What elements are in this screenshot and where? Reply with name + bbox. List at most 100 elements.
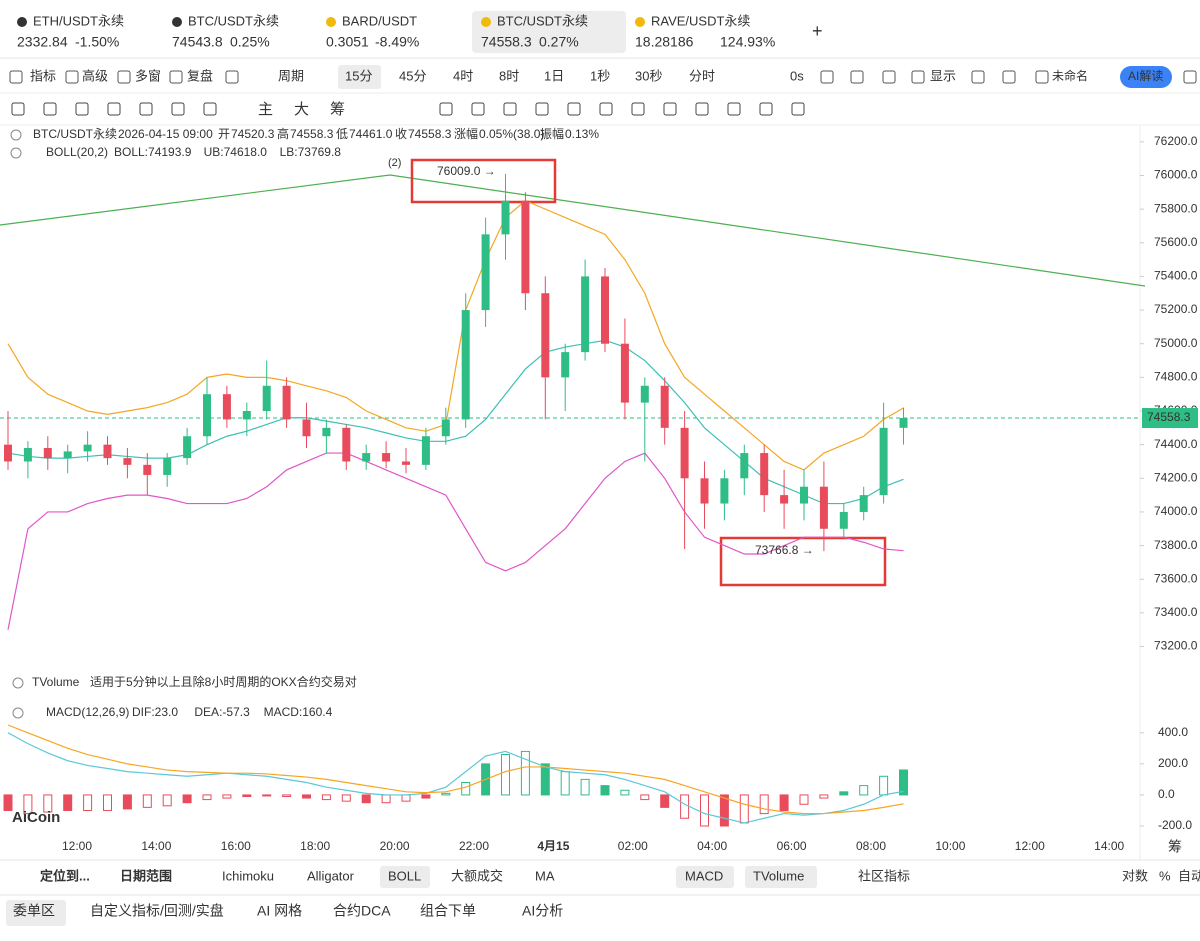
tab-name[interactable]: RAVE/USDT永续 bbox=[651, 13, 750, 28]
toolbar-item[interactable]: 复盘 bbox=[187, 68, 213, 83]
draw-tool[interactable] bbox=[727, 102, 741, 116]
toolbar-item[interactable]: 30秒 bbox=[635, 68, 662, 83]
indicator-item[interactable]: 社区指标 bbox=[858, 868, 910, 883]
draw-tool-text[interactable]: 主 bbox=[258, 101, 273, 118]
draw-tool[interactable] bbox=[11, 102, 25, 116]
info-toggle[interactable] bbox=[10, 129, 22, 141]
draw-tool[interactable] bbox=[439, 102, 453, 116]
info-toggle[interactable] bbox=[12, 707, 24, 719]
toolbar-item[interactable]: 未命名 bbox=[1052, 68, 1088, 83]
candle-body bbox=[740, 453, 749, 479]
info-label: 低 bbox=[336, 127, 348, 141]
draw-tool[interactable] bbox=[599, 102, 613, 116]
macd-bg bbox=[676, 866, 734, 888]
toolbar-item[interactable]: 分时 bbox=[689, 68, 715, 83]
draw-tool[interactable] bbox=[663, 102, 677, 116]
macd-bar bbox=[103, 794, 112, 811]
bottom-tab[interactable]: AI分析 bbox=[522, 903, 563, 919]
indicator-item[interactable]: TVolume bbox=[753, 868, 804, 883]
draw-tool[interactable] bbox=[535, 102, 549, 116]
draw-tool[interactable] bbox=[503, 102, 517, 116]
info-symbol: BTC/USDT永续 bbox=[33, 127, 117, 141]
macd-bar bbox=[501, 754, 510, 796]
draw-tool-text[interactable]: 大 bbox=[294, 101, 309, 118]
add-tab[interactable]: + bbox=[812, 21, 823, 41]
indicator-item[interactable]: MACD bbox=[685, 868, 723, 883]
draw-tool[interactable] bbox=[791, 102, 805, 116]
info-value: 74558.3 bbox=[408, 127, 452, 141]
macd-bar bbox=[560, 771, 570, 796]
toolbar-item[interactable]: AI解读 bbox=[1128, 69, 1163, 83]
tab-change: 0.27% bbox=[539, 34, 579, 50]
candle-body bbox=[800, 486, 808, 504]
macd-bar bbox=[242, 794, 252, 797]
toolbar-item[interactable]: 周期 bbox=[278, 68, 304, 83]
high-label: 76009.0 → bbox=[437, 164, 496, 178]
indicator-item[interactable]: 自动 bbox=[1178, 868, 1200, 883]
macd-bar bbox=[540, 763, 550, 796]
indicator-item[interactable]: Ichimoku bbox=[222, 868, 274, 883]
bottom-tab[interactable]: AI 网格 bbox=[257, 903, 302, 919]
draw-tool[interactable] bbox=[171, 102, 185, 116]
candle-body bbox=[43, 448, 52, 459]
ai-button-bg[interactable] bbox=[1120, 66, 1172, 88]
info-value: 74520.3 bbox=[231, 127, 275, 141]
indicator-item[interactable]: 定位到... bbox=[39, 868, 90, 883]
candle-body bbox=[342, 427, 351, 462]
info-toggle[interactable] bbox=[10, 147, 22, 159]
indicator-item[interactable]: 对数 bbox=[1122, 868, 1148, 883]
tab-name[interactable]: BTC/USDT永续 bbox=[188, 13, 279, 28]
toolbar-item[interactable]: 45分 bbox=[399, 68, 426, 83]
draw-tool[interactable] bbox=[139, 102, 153, 116]
toolbar-item[interactable]: 高级 bbox=[82, 68, 108, 83]
bottom-tab[interactable]: 组合下单 bbox=[420, 903, 476, 919]
draw-tool-text[interactable]: 筹 bbox=[330, 101, 345, 118]
bottom-tab[interactable]: 自定义指标/回测/实盘 bbox=[90, 903, 224, 919]
bottom-tab[interactable]: 委单区 bbox=[13, 903, 55, 919]
toolbar-item[interactable]: 8时 bbox=[499, 68, 519, 83]
tab-name[interactable]: BARD/USDT bbox=[342, 13, 417, 28]
draw-tool[interactable] bbox=[75, 102, 89, 116]
indicator-item[interactable]: MA bbox=[535, 868, 555, 883]
indicator-item[interactable]: BOLL bbox=[388, 868, 421, 883]
indicator-item[interactable]: 大额成交 bbox=[451, 868, 503, 883]
tab-name[interactable]: BTC/USDT永续 bbox=[497, 13, 588, 28]
macd-bar bbox=[202, 794, 212, 801]
toolbar-item[interactable]: 指标 bbox=[30, 68, 56, 83]
info-value: 0.13% bbox=[565, 127, 599, 141]
macd-bar bbox=[680, 794, 690, 819]
tab-name[interactable]: ETH/USDT永续 bbox=[33, 13, 124, 28]
info-toggle[interactable] bbox=[12, 677, 24, 689]
macd-bar bbox=[341, 794, 351, 802]
info-label: 高 bbox=[277, 126, 289, 141]
candle-body bbox=[859, 495, 868, 512]
toolbar-item[interactable]: 显示 bbox=[930, 68, 956, 83]
time-label: 14:00 bbox=[141, 839, 171, 853]
draw-tool[interactable] bbox=[631, 102, 645, 116]
toolbar-item[interactable]: 1秒 bbox=[590, 68, 610, 83]
macd-bar bbox=[839, 791, 849, 796]
toolbar-item[interactable]: 4时 bbox=[453, 68, 473, 83]
toolbar-item[interactable]: 0s bbox=[790, 68, 804, 83]
draw-tool[interactable] bbox=[203, 102, 217, 116]
draw-tool[interactable] bbox=[43, 102, 57, 116]
toolbar-item[interactable]: 多窗 bbox=[135, 68, 161, 83]
macd-bar bbox=[660, 794, 670, 808]
draw-tool[interactable] bbox=[471, 102, 485, 116]
candle-body bbox=[481, 234, 490, 311]
bottom-tab[interactable]: 合约DCA bbox=[333, 903, 391, 919]
toolbar-item[interactable]: 15分 bbox=[345, 68, 372, 83]
draw-tool[interactable] bbox=[567, 102, 581, 116]
draw-tool[interactable] bbox=[107, 102, 121, 116]
toolbar-icon bbox=[117, 70, 131, 84]
toolbar-item[interactable]: 1日 bbox=[544, 68, 564, 83]
draw-tool[interactable] bbox=[695, 102, 709, 116]
indicator-item[interactable]: 日期范围 bbox=[120, 868, 172, 883]
indicator-item[interactable]: % bbox=[1159, 868, 1171, 883]
indicator-item[interactable]: Alligator bbox=[307, 868, 355, 883]
macd-bar bbox=[719, 794, 729, 827]
macd-bar bbox=[282, 794, 292, 797]
boll-value: UB:74618.0 bbox=[204, 145, 268, 159]
draw-tool[interactable] bbox=[759, 102, 773, 116]
